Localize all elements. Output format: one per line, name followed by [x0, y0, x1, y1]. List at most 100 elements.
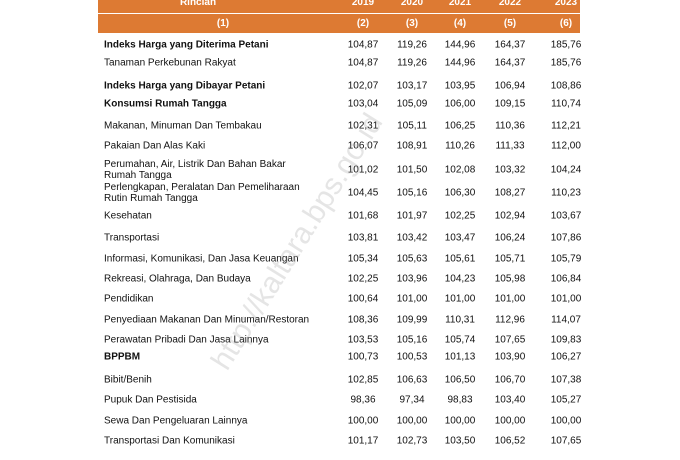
cell: 105,61: [444, 253, 476, 265]
cell: 105,63: [396, 253, 428, 265]
cell: 107,86: [550, 232, 582, 244]
row-label: BPPBM: [104, 351, 141, 363]
cell: 101,00: [396, 293, 428, 305]
cell: 144,96: [444, 57, 476, 69]
cell: 106,50: [444, 374, 476, 386]
cell: 108,27: [494, 187, 526, 199]
cell: 107,65: [550, 435, 582, 447]
row-label: Pakaian Dan Alas Kaki: [104, 140, 206, 152]
header-cell: 2020: [400, 0, 424, 8]
cell: 104,24: [550, 164, 582, 176]
cell: 105,74: [444, 334, 476, 346]
row-label: Perlengkapan, Peralatan Dan Pemeliharaan…: [104, 182, 300, 204]
cell: 103,90: [494, 351, 526, 363]
cell: 101,68: [347, 210, 379, 222]
cell: 108,36: [347, 314, 379, 326]
numbering-band: [98, 14, 580, 33]
cell: 105,16: [396, 187, 428, 199]
cell: 103,47: [444, 232, 476, 244]
cell: 103,17: [396, 80, 428, 92]
cell: 106,52: [494, 435, 526, 447]
cell: 102,25: [444, 210, 476, 222]
cell: 103,81: [347, 232, 379, 244]
cell: 109,15: [494, 98, 526, 110]
cell: 104,87: [347, 39, 379, 51]
number-cell: (6): [559, 18, 573, 29]
cell: 105,71: [494, 253, 526, 265]
row-label: Rekreasi, Olahraga, Dan Budaya: [104, 273, 251, 285]
row-label: Makanan, Minuman Dan Tembakau: [104, 120, 262, 132]
cell: 100,00: [550, 415, 582, 427]
cell: 105,34: [347, 253, 379, 265]
cell: 101,50: [396, 164, 428, 176]
row-label: Sewa Dan Pengeluaran Lainnya: [104, 415, 248, 427]
cell: 105,27: [550, 394, 582, 406]
number-cell: (5): [503, 18, 517, 29]
header-cell: 2019: [351, 0, 375, 8]
row-label: Tanaman Perkebunan Rakyat: [104, 57, 236, 69]
cell: 107,65: [494, 334, 526, 346]
row-label: Indeks Harga yang Dibayar Petani: [104, 80, 266, 92]
cell: 102,94: [494, 210, 526, 222]
row-label: Konsumsi Rumah Tangga: [104, 98, 227, 110]
row-label: Bibit/Benih: [104, 374, 152, 386]
header-band: [98, 0, 580, 13]
cell: 106,27: [550, 351, 582, 363]
cell: 104,45: [347, 187, 379, 199]
header-cell: Rincian: [179, 0, 217, 8]
cell: 103,32: [494, 164, 526, 176]
cell: 111,33: [495, 140, 525, 152]
cell: 106,24: [494, 232, 526, 244]
cell: 144,96: [444, 39, 476, 51]
cell: 100,73: [347, 351, 379, 363]
cell: 112,96: [495, 314, 525, 326]
row-label: Indeks Harga yang Diterima Petani: [104, 39, 269, 51]
cell: 104,23: [444, 273, 476, 285]
number-cell: (2): [356, 18, 370, 29]
cell: 106,84: [550, 273, 582, 285]
cell: 100,64: [347, 293, 379, 305]
header-cell: 2021: [448, 0, 472, 8]
cell: 101,97: [396, 210, 428, 222]
cell: 109,83: [550, 334, 582, 346]
cell: 107,38: [550, 374, 582, 386]
cell: 101,02: [347, 164, 379, 176]
cell: 100,00: [396, 415, 428, 427]
cell: 106,70: [494, 374, 526, 386]
cell: 119,26: [397, 39, 427, 51]
cell: 101,00: [494, 293, 526, 305]
cell: 101,00: [444, 293, 476, 305]
cell: 100,00: [347, 415, 379, 427]
header-cell: 2023: [554, 0, 578, 8]
row-label: Kesehatan: [104, 210, 152, 222]
cell: 97,34: [399, 394, 425, 406]
cell: 100,53: [396, 351, 428, 363]
cell: 105,98: [494, 273, 526, 285]
row-label: Transportasi: [104, 232, 160, 244]
cell: 103,42: [396, 232, 428, 244]
cell: 185,76: [550, 39, 582, 51]
number-cell: (4): [453, 18, 467, 29]
cell: 106,94: [494, 80, 526, 92]
cell: 105,09: [396, 98, 428, 110]
row-label: Pupuk Dan Pestisida: [104, 394, 197, 406]
cell: 109,99: [396, 314, 428, 326]
cell: 105,11: [397, 120, 427, 132]
cell: 102,73: [396, 435, 428, 447]
cell: 102,25: [347, 273, 379, 285]
number-cell: (1): [216, 18, 230, 29]
row-label: Informasi, Komunikasi, Dan Jasa Keuangan: [104, 253, 299, 265]
cell: 103,67: [550, 210, 582, 222]
cell: 119,26: [397, 57, 427, 69]
cell: 185,76: [550, 57, 582, 69]
cell: 108,86: [550, 80, 582, 92]
cell: 100,00: [494, 415, 526, 427]
row-label: Perumahan, Air, Listrik Dan Bahan Bakar …: [104, 159, 286, 181]
cell: 100,00: [444, 415, 476, 427]
cell: 110,31: [445, 314, 475, 326]
cell: 106,63: [396, 374, 428, 386]
cell: 98,83: [447, 394, 473, 406]
cell: 112,21: [551, 120, 581, 132]
cell: 103,95: [444, 80, 476, 92]
